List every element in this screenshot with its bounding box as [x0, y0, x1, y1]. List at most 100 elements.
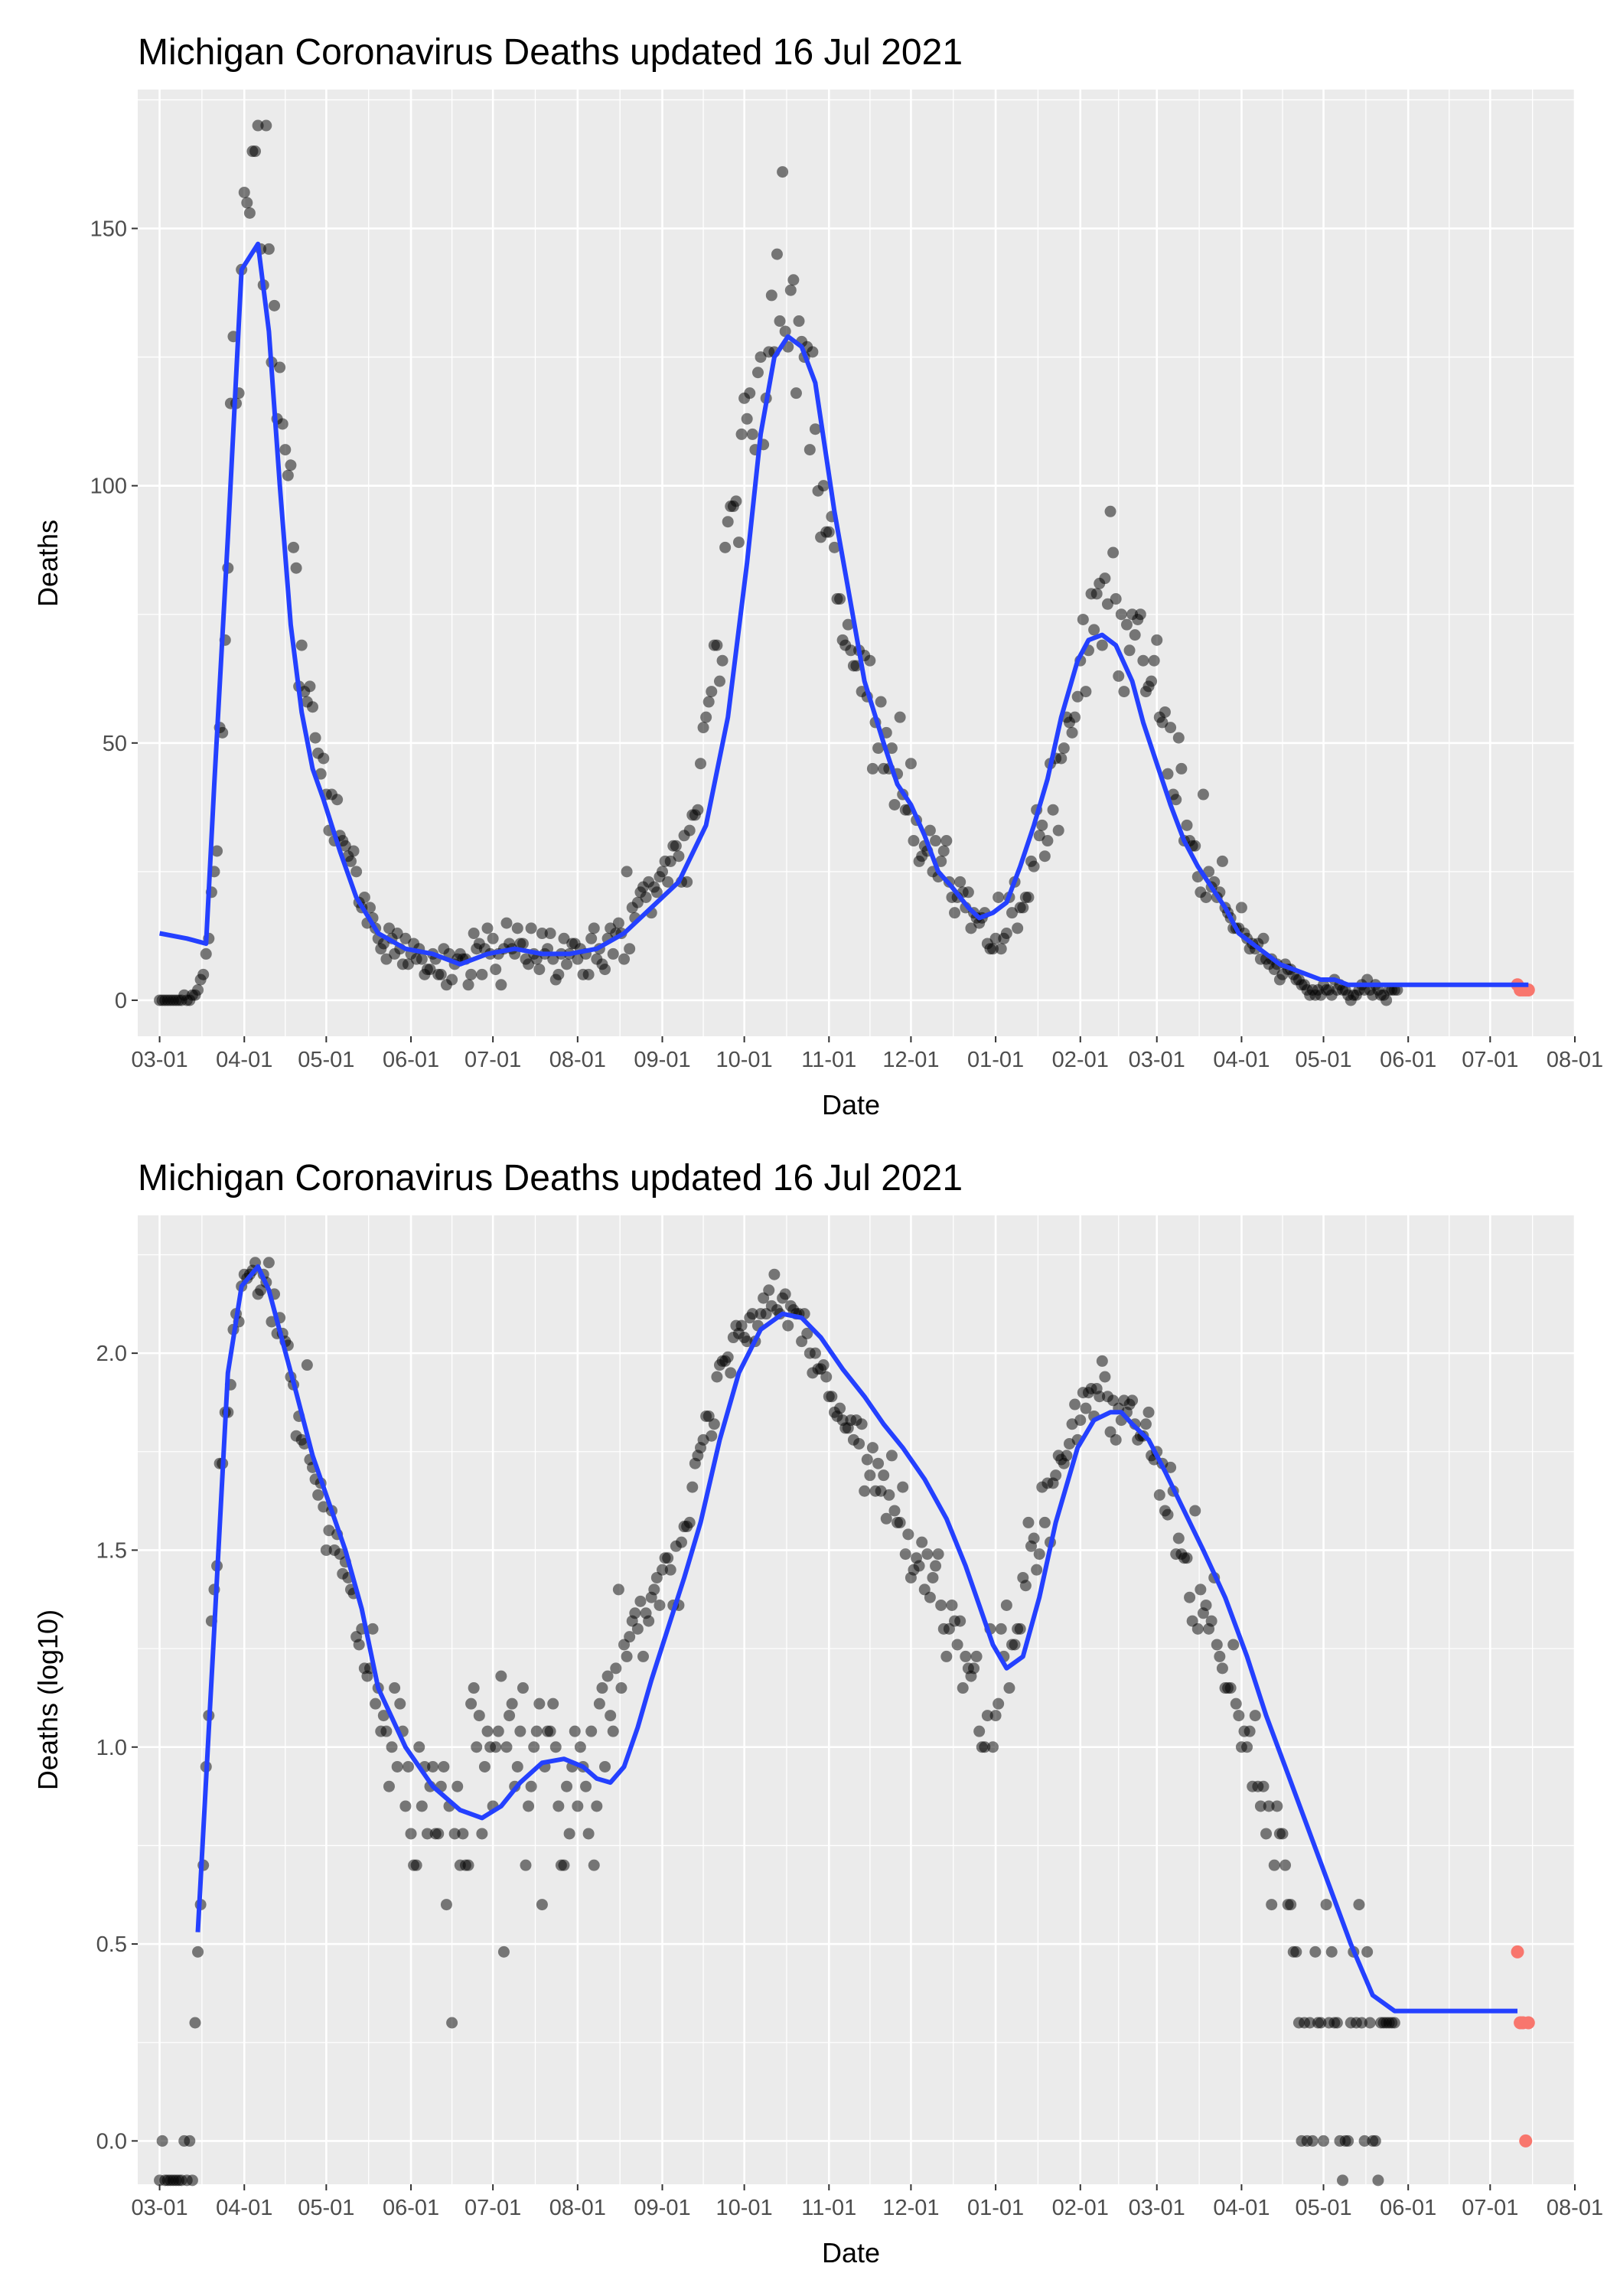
data-point	[487, 932, 499, 944]
data-point	[1000, 928, 1012, 940]
data-point	[946, 1599, 958, 1611]
data-point	[506, 1698, 518, 1710]
data-point	[588, 1859, 600, 1871]
data-point	[547, 1698, 559, 1710]
data-point	[809, 423, 821, 435]
data-point	[1033, 1548, 1045, 1561]
data-point	[525, 1780, 537, 1792]
trend-line	[159, 241, 1529, 987]
data-point	[262, 243, 275, 255]
data-point	[981, 1710, 993, 1722]
y-tick-label: 2.0	[96, 1342, 127, 1366]
data-point	[1309, 1945, 1322, 1958]
data-point	[1353, 1899, 1365, 1911]
data-point	[711, 1371, 723, 1383]
x-tick-label: 11-01	[801, 2196, 856, 2220]
data-point	[1066, 726, 1078, 739]
data-point	[845, 644, 857, 657]
data-point	[156, 2135, 168, 2147]
data-point	[399, 932, 412, 944]
x-tick-label: 07-01	[1462, 2196, 1518, 2220]
data-point	[631, 1623, 644, 1635]
data-point	[989, 1710, 1002, 1722]
x-tick-label: 03-01	[131, 2196, 187, 2220]
x-tick-label: 04-01	[216, 1048, 272, 1072]
data-point	[706, 686, 718, 698]
data-point	[1036, 819, 1048, 831]
data-point	[380, 953, 393, 965]
data-point	[1069, 711, 1081, 723]
data-point	[572, 1800, 584, 1812]
data-point	[391, 1760, 403, 1773]
data-point	[394, 1698, 406, 1710]
data-point	[309, 732, 321, 744]
x-axis-title: Date	[822, 1089, 880, 1120]
data-point	[732, 536, 745, 549]
data-point	[1325, 1945, 1338, 1958]
data-point	[553, 1800, 565, 1812]
data-point	[569, 1725, 581, 1737]
data-point	[544, 1725, 556, 1737]
data-point	[383, 922, 395, 934]
data-point	[621, 1650, 633, 1662]
axis-ticks: 03-01 04-01 05-01 06-01 07-01 08-01 09-01 10-01…	[90, 217, 1603, 1072]
data-point	[558, 932, 570, 944]
data-point	[1257, 1780, 1270, 1792]
data-point	[380, 1725, 393, 1737]
data-point	[1077, 613, 1089, 625]
data-point	[186, 2174, 198, 2187]
data-point	[536, 1899, 548, 1911]
data-point	[288, 541, 300, 553]
data-point	[1257, 932, 1270, 944]
data-point	[711, 639, 723, 651]
y-axis-title: Deaths (log10)	[32, 1609, 64, 1790]
data-point	[993, 891, 1005, 903]
data-point	[719, 541, 732, 553]
data-point	[481, 1725, 494, 1737]
data-point	[894, 1516, 906, 1528]
data-point	[706, 1430, 718, 1442]
data-point	[755, 351, 767, 364]
x-tick-label: 08-01	[1547, 1048, 1603, 1072]
data-point	[1058, 742, 1070, 755]
data-point	[1260, 1828, 1273, 1840]
y-tick-label: 50	[103, 732, 127, 756]
data-point	[563, 1828, 575, 1840]
data-point	[574, 1741, 586, 1753]
data-point	[888, 798, 901, 810]
data-point	[624, 1631, 636, 1643]
data-point	[828, 541, 840, 553]
data-point	[1200, 891, 1212, 903]
data-point	[725, 1367, 737, 1379]
data-point	[517, 938, 529, 950]
data-point	[511, 922, 523, 934]
data-point	[817, 1359, 830, 1371]
data-point	[1279, 1859, 1292, 1871]
data-point	[607, 947, 619, 960]
data-point	[1170, 794, 1182, 806]
data-point	[1080, 686, 1092, 698]
data-point	[511, 1760, 523, 1773]
data-point	[238, 186, 250, 198]
x-tick-label: 02-01	[1052, 1048, 1109, 1072]
data-point	[304, 680, 316, 693]
data-point	[1134, 608, 1146, 621]
data-point	[902, 1528, 914, 1541]
data-point	[1235, 902, 1247, 914]
data-point	[1369, 2135, 1381, 2147]
data-point	[787, 274, 800, 286]
data-point	[648, 1583, 660, 1596]
data-point	[681, 876, 693, 888]
trend-line	[195, 1264, 1517, 2014]
data-point	[599, 964, 611, 976]
data-point	[1175, 762, 1188, 775]
x-tick-label: 07-01	[1462, 1048, 1518, 1072]
recent-points	[1511, 1945, 1535, 2148]
data-point	[1159, 706, 1171, 718]
data-point	[686, 1481, 699, 1493]
data-point	[1143, 1406, 1155, 1418]
data-point	[1151, 634, 1163, 646]
plot-panel	[138, 1215, 1575, 2184]
data-point	[1156, 716, 1169, 729]
data-point	[549, 1741, 562, 1753]
